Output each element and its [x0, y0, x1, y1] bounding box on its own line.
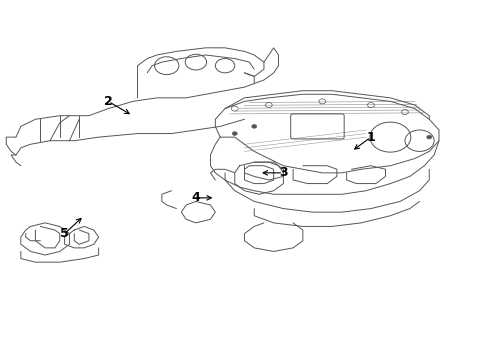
Circle shape [251, 125, 256, 128]
Circle shape [426, 135, 431, 139]
Text: 4: 4 [191, 192, 200, 204]
Text: 5: 5 [60, 227, 69, 240]
Text: 1: 1 [366, 131, 374, 144]
Text: 2: 2 [104, 95, 113, 108]
Text: 3: 3 [279, 166, 287, 179]
Circle shape [232, 132, 237, 135]
